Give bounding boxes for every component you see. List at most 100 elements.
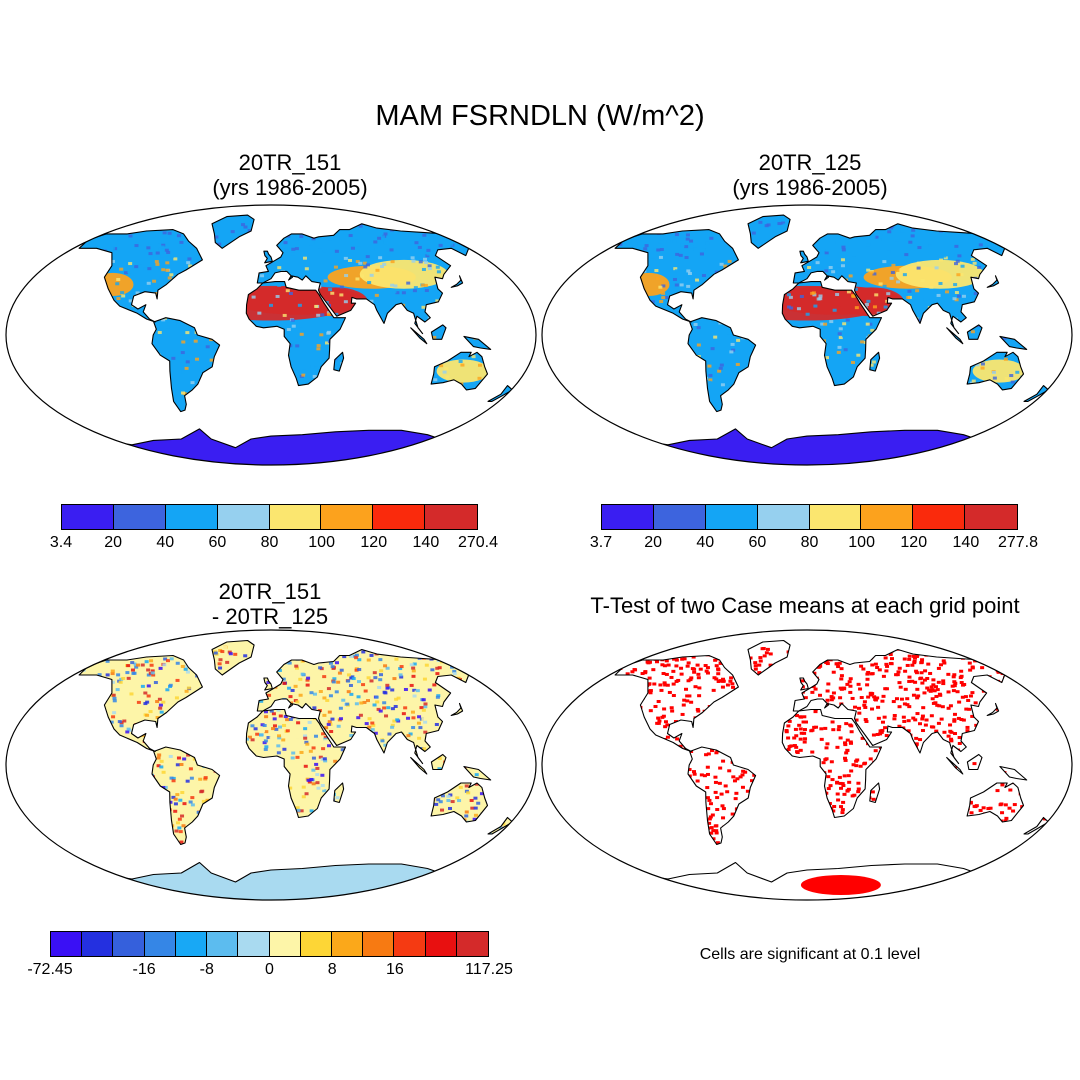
panel-title-bottom-right: T-Test of two Case means at each grid po…	[550, 593, 1060, 618]
land-antarctica	[627, 428, 977, 465]
colorbar-swatch	[331, 932, 364, 956]
colorbar-swatch	[144, 932, 176, 956]
colorbar-swatch	[425, 505, 477, 529]
land-antarctica	[627, 862, 977, 900]
colorbar-tick-label: 100	[308, 534, 335, 551]
land-newGuinea	[463, 336, 491, 350]
colorbar-swatch	[113, 932, 145, 956]
colorbar-swatches	[61, 504, 478, 530]
main-title: MAM FSRNDLN (W/m^2)	[375, 100, 705, 132]
panel-title-bottom-left: 20TR_151 - 20TR_125	[80, 579, 460, 629]
map-frame	[5, 204, 537, 466]
colorbar-tick-label: 120	[900, 534, 928, 551]
colorbar-swatch	[175, 932, 208, 956]
colorbar-tick-label: 277.8	[997, 534, 1039, 551]
panel-title-line1: 20TR_151	[218, 579, 322, 604]
land-newGuinea	[999, 766, 1027, 780]
map-tl	[5, 204, 537, 466]
land-southAmerica	[152, 317, 220, 412]
map-frame	[541, 204, 1073, 466]
colorbar-swatch	[602, 505, 654, 529]
colorbar-swatch	[653, 505, 706, 529]
land-antarctica	[91, 428, 441, 465]
colorbar-swatch	[456, 932, 489, 956]
colorbar-tick-label: 80	[800, 534, 819, 551]
colorbar-swatch	[238, 932, 270, 956]
colorbar-swatch	[269, 932, 301, 956]
colorbar-swatch	[269, 505, 322, 529]
colorbar-swatch	[705, 505, 758, 529]
colorbar-swatch	[300, 932, 332, 956]
panel-title-line2: - 20TR_125	[211, 604, 329, 629]
land-newZealand	[1024, 385, 1049, 402]
colorbar-swatch	[373, 505, 426, 529]
map-tr	[541, 204, 1073, 466]
colorbar-swatch	[363, 932, 395, 956]
map-frame	[5, 629, 537, 901]
land-uk	[799, 251, 809, 263]
land-australia	[431, 783, 488, 822]
colorbar-151: 3.4 20 40 60 80 100 120 140 270.4	[50, 504, 498, 551]
colorbar-tick-label: 20	[104, 534, 123, 551]
colorbar-tick-label: 117.25	[465, 961, 513, 978]
colorbar-swatch	[165, 505, 218, 529]
colorbar-125: 3.7 20 40 60 80 100 120 140 277.8	[590, 504, 1038, 551]
land-australia	[967, 783, 1024, 822]
colorbar-tick-label: -16	[132, 961, 156, 978]
land-newGuinea	[999, 336, 1027, 350]
colorbar-swatch	[321, 505, 374, 529]
panel-title-line1: 20TR_125	[758, 150, 862, 175]
colorbar-swatch	[51, 932, 83, 956]
colorbar-tick-label: 8	[327, 961, 337, 978]
colorbar-tick-label: 0	[265, 961, 274, 978]
colorbar-tick-label: 40	[696, 534, 715, 551]
colorbar-tick-label: 140	[952, 534, 980, 551]
colorbar-tick-label: 120	[360, 534, 388, 551]
land-northAmerica	[615, 655, 739, 752]
panel-title-top-left: 20TR_151 (yrs 1986-2005)	[100, 150, 480, 200]
colorbar-tick-label: 140	[412, 534, 440, 551]
land-uk	[263, 678, 273, 690]
land-borneo	[431, 324, 446, 340]
land-antarctica	[91, 862, 441, 900]
land-eurasia	[257, 649, 469, 764]
land-southAmerica	[152, 747, 220, 845]
land-newZealand	[488, 385, 513, 402]
panel-title-line1: T-Test of two Case means at each grid po…	[590, 593, 1020, 618]
colorbar-tick-label: 80	[260, 534, 279, 551]
colorbar-swatch	[425, 932, 457, 956]
colorbar-swatches	[601, 504, 1018, 530]
colorbar-tick-label: 3.4	[49, 534, 73, 551]
colorbar-swatch	[82, 932, 114, 956]
land-northAmerica	[79, 229, 203, 322]
colorbar-tick-label: 60	[748, 534, 767, 551]
colorbar-swatch	[965, 505, 1017, 529]
colorbar-tick-label: 270.4	[457, 534, 499, 551]
land-borneo	[431, 754, 446, 770]
colorbar-swatch	[757, 505, 810, 529]
land-borneo	[967, 754, 982, 770]
colorbar-tick-label: 100	[848, 534, 875, 551]
colorbar-swatch	[217, 505, 270, 529]
colorbar-tick-label: 16	[386, 961, 404, 978]
colorbar-swatch	[207, 932, 239, 956]
land-greenland	[212, 640, 255, 675]
colorbar-tick-label: 20	[644, 534, 663, 551]
colorbar-swatch	[394, 932, 426, 956]
colorbar-tick-label: 40	[156, 534, 175, 551]
land-southAmerica	[688, 747, 756, 845]
map-bl	[5, 629, 537, 901]
colorbar-swatch	[861, 505, 914, 529]
colorbar-tick-label: -72.45	[27, 961, 73, 978]
panel-title-line2: (yrs 1986-2005)	[732, 175, 888, 200]
land-newZealand	[1024, 817, 1049, 834]
land-newZealand	[488, 817, 513, 834]
colorbar-tick-label: 60	[208, 534, 227, 551]
colorbar-swatches	[50, 931, 489, 957]
panel-title-line2: (yrs 1986-2005)	[212, 175, 368, 200]
colorbar-swatch	[913, 505, 966, 529]
map-frame	[541, 629, 1073, 901]
colorbar-swatch	[113, 505, 166, 529]
land-madagascar	[333, 352, 344, 372]
